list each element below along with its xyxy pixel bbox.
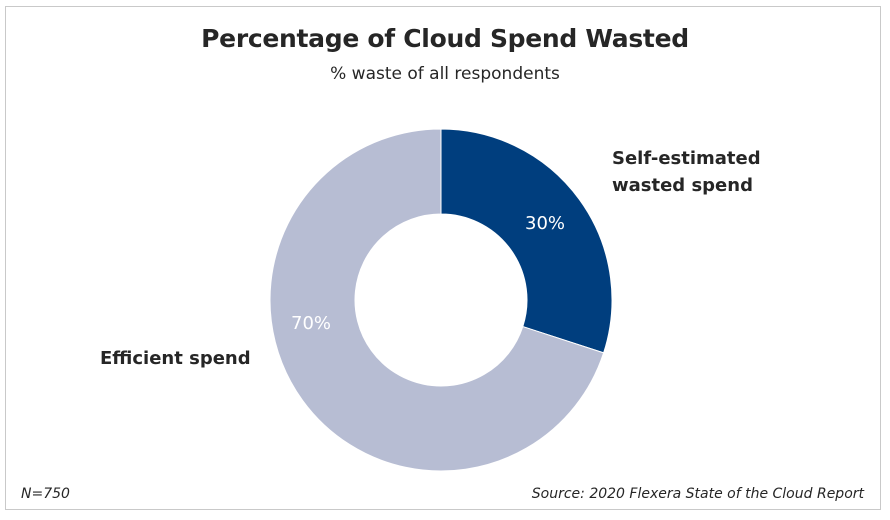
chart-subtitle: % waste of all respondents — [330, 64, 560, 84]
chart-title: Percentage of Cloud Spend Wasted — [201, 24, 689, 53]
donut-slice-wasted — [440, 128, 613, 354]
sample-size-note: N=750 — [21, 486, 70, 502]
source-note: Source: 2020 Flexera State of the Cloud … — [531, 486, 864, 502]
slice-value-efficient: 70% — [291, 313, 332, 334]
slice-label-efficient: Efficient spend — [100, 348, 251, 369]
slice-label-wasted: Self-estimated wasted spend — [612, 148, 761, 196]
slice-value-wasted: 30% — [525, 213, 566, 234]
donut-slice-efficient — [269, 128, 605, 472]
